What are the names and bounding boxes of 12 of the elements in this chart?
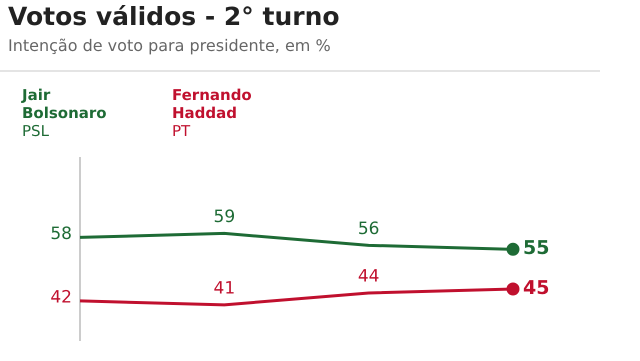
text: Fernando Haddad PT xyxy=(172,86,253,140)
data-label: 42 xyxy=(50,287,72,308)
text: Jair Bolsonaro PSL xyxy=(22,86,108,140)
data-label: 55 xyxy=(523,237,550,260)
data-label: 44 xyxy=(358,266,380,286)
data-label: 59 xyxy=(214,206,236,227)
chart-subtitle: Intenção de voto para presidente, em % xyxy=(8,36,331,55)
chart-title: Votos válidos - 2° turno xyxy=(8,2,340,31)
data-label: 45 xyxy=(523,276,550,299)
data-label: 58 xyxy=(50,224,72,244)
data-label: 41 xyxy=(214,278,236,298)
data-label: 56 xyxy=(358,218,380,239)
